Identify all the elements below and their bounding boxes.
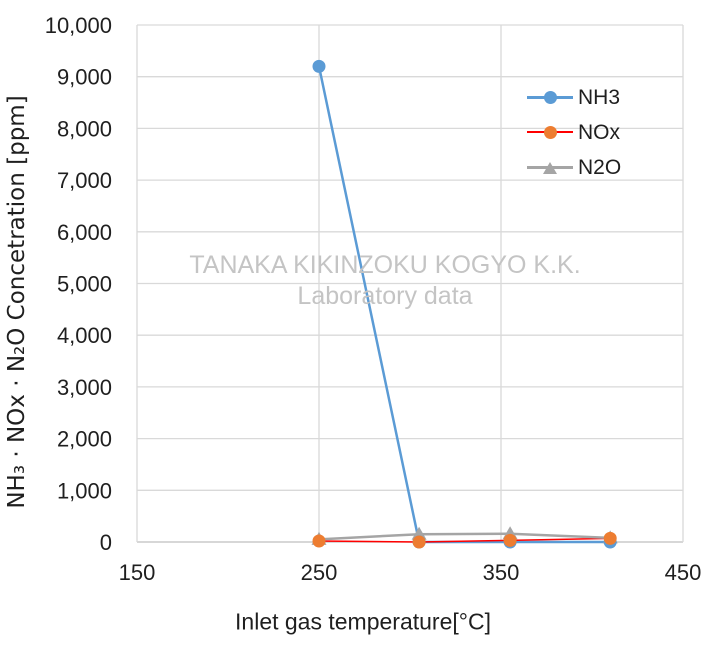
y-tick-label: 7,000 <box>57 168 112 193</box>
y-tick-label: 10,000 <box>45 13 112 38</box>
n2o-triangle-marker-icon <box>542 161 557 174</box>
y-tick-label: 5,000 <box>57 272 112 297</box>
nox-series-marker-icon <box>527 126 573 140</box>
nox-marker <box>603 531 617 545</box>
legend-item-nox: NOx <box>527 115 621 150</box>
x-tick-label: 250 <box>301 560 338 585</box>
y-tick-label: 3,000 <box>57 375 112 400</box>
x-tick-label: 350 <box>483 560 520 585</box>
y-tick-label: 9,000 <box>57 65 112 90</box>
nh3-line <box>317 66 611 544</box>
y-tick-label: 0 <box>100 530 112 555</box>
nox-marker <box>503 533 517 547</box>
legend-label-n2o: N2O <box>578 155 622 179</box>
nh3-marker <box>312 59 326 73</box>
legend-label-nox: NOx <box>578 120 620 144</box>
y-tick-label: 4,000 <box>57 323 112 348</box>
x-tick-label: 450 <box>665 560 702 585</box>
y-tick-label: 2,000 <box>57 427 112 452</box>
n2o-series-marker-icon <box>527 161 573 175</box>
legend-item-n2o: N2O <box>527 150 621 185</box>
nox-marker <box>312 534 326 548</box>
nh3-circle-marker-icon <box>543 91 557 104</box>
nox-line <box>318 537 611 543</box>
y-tick-label: 1,000 <box>57 478 112 503</box>
nh3-series-marker-icon <box>527 91 573 105</box>
y-axis-title: NH₃ · NOx · N₂O Concetration [ppm] <box>4 95 30 509</box>
nox-circle-marker-icon <box>543 126 557 139</box>
x-tick-label: 150 <box>119 560 156 585</box>
y-tick-label: 6,000 <box>57 220 112 245</box>
y-tick-label: 8,000 <box>57 116 112 141</box>
n2o-marker <box>411 526 427 540</box>
legend: NH3 NOx N2O <box>527 80 621 185</box>
nox-marker <box>412 535 426 549</box>
n2o-line <box>318 532 611 541</box>
legend-item-nh3: NH3 <box>527 80 621 115</box>
legend-label-nh3: NH3 <box>578 85 621 109</box>
x-axis-title: Inlet gas temperature[°C] <box>235 608 491 635</box>
